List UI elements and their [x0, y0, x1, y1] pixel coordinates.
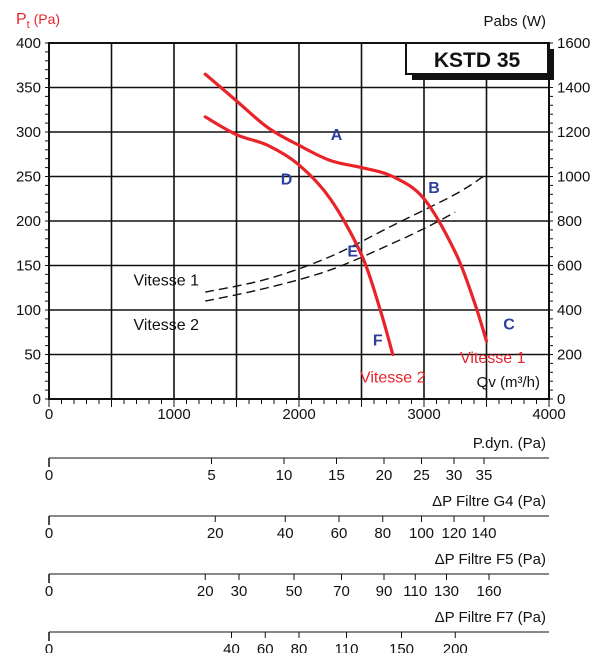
- sub-axis-tick-label: 0: [45, 467, 53, 484]
- labels-layer: A B C D E F Vitesse 1 Vitesse 2 Vitesse 1 Vitesse…: [133, 127, 525, 387]
- x-tick-label: 0: [45, 406, 53, 423]
- sub-axis-tick-label: 30: [446, 467, 463, 484]
- operating-point-label: C: [503, 316, 515, 333]
- y-tick-label: 350: [16, 80, 41, 97]
- sub-axis-label: ΔP Filtre F7 (Pa): [435, 609, 546, 626]
- model-badge-text: KSTD 35: [434, 49, 521, 72]
- operating-point-label: B: [428, 180, 440, 197]
- sub-axis-tick-label: 35: [476, 467, 493, 484]
- sub-axis-tick-label: 130: [434, 583, 459, 600]
- x-axis-title: Qv (m³/h): [477, 374, 540, 391]
- left-axis-label: P: [16, 11, 27, 28]
- sub-axis-tick-label: 0: [45, 583, 53, 600]
- y-tick-label: 0: [33, 391, 41, 408]
- series-layer: [203, 72, 489, 357]
- y-tick-label: 150: [16, 258, 41, 275]
- sub-axes: P.dyn. (Pa) 0 5 10 15 20 25 30 35 ΔP Filtre G4 (P…: [45, 435, 549, 653]
- sub-axis-tick-label: 40: [277, 525, 294, 542]
- operating-point-label: E: [347, 243, 358, 260]
- sub-axis-tick-label: 80: [291, 641, 308, 653]
- sub-axis-tick-label: 90: [376, 583, 393, 600]
- x-tick-label: 2000: [282, 406, 315, 423]
- sub-axis-tick-label: 50: [286, 583, 303, 600]
- y-right-tick-label: 0: [557, 391, 565, 408]
- curve-label: Vitesse 2: [360, 370, 426, 387]
- curve-label: Vitesse 1: [133, 273, 199, 290]
- y-right-tick-label: 800: [557, 213, 582, 230]
- y-tick-label: 100: [16, 302, 41, 319]
- y-tick-label: 50: [24, 347, 41, 364]
- sub-axis-tick-label: 30: [231, 583, 248, 600]
- sub-axis-tick-label: 140: [471, 525, 496, 542]
- left-axis-subscript: t: [27, 19, 30, 31]
- y-right-tick-label: 400: [557, 302, 582, 319]
- sub-axis-tick-label: 110: [403, 583, 427, 600]
- pressure-curve: [203, 72, 489, 343]
- sub-axis-tick-label: 20: [207, 525, 224, 542]
- sub-axis-tick-label: 20: [197, 583, 214, 600]
- y-tick-label: 400: [16, 35, 41, 52]
- x-tick-label: 1000: [157, 406, 190, 423]
- sub-axis-tick-label: 110: [335, 641, 359, 653]
- model-badge: KSTD 35: [405, 42, 554, 80]
- sub-axis-tick-label: 60: [257, 641, 274, 653]
- sub-axis-tick-label: 15: [328, 467, 345, 484]
- operating-point-label: A: [331, 127, 343, 144]
- left-axis-title: Pt (Pa): [16, 11, 60, 31]
- sub-axis-tick-label: 40: [223, 641, 240, 653]
- sub-axis-label: ΔP Filtre G4 (Pa): [432, 493, 546, 510]
- grid: [48, 42, 550, 400]
- pressure-curve: [203, 115, 395, 357]
- power-curve: [205, 211, 456, 302]
- sub-axis-tick-label: 80: [374, 525, 391, 542]
- y-right-tick-label: 1400: [557, 80, 590, 97]
- power-curve: [205, 173, 487, 293]
- sub-axis-label: P.dyn. (Pa): [473, 435, 546, 452]
- y-tick-label: 200: [16, 213, 41, 230]
- sub-axis-label: ΔP Filtre F5 (Pa): [435, 551, 546, 568]
- y-right-tick-label: 1600: [557, 35, 590, 52]
- sub-axis-tick-label: 200: [443, 641, 468, 653]
- operating-point-label: F: [373, 332, 383, 349]
- sub-axis-tick-label: 5: [207, 467, 215, 484]
- left-axis-unit: (Pa): [30, 11, 60, 27]
- sub-axis-tick-label: 150: [389, 641, 414, 653]
- y-right-tick-label: 1200: [557, 124, 590, 141]
- y-right-tick-label: 1000: [557, 169, 590, 186]
- x-tick-label: 4000: [532, 406, 565, 423]
- axes: 0 1000 2000 3000 400005010015020025030035040…: [16, 35, 590, 423]
- sub-axis-tick-label: 20: [376, 467, 393, 484]
- sub-axis-tick-label: 0: [45, 641, 53, 653]
- right-axis-title: Pabs (W): [483, 13, 546, 30]
- curve-label: Vitesse 1: [460, 350, 526, 367]
- y-tick-label: 250: [16, 169, 41, 186]
- y-right-tick-label: 600: [557, 258, 582, 275]
- sub-axis-tick-label: 70: [333, 583, 350, 600]
- sub-axis-tick-label: 25: [413, 467, 430, 484]
- sub-axis-tick-label: 60: [331, 525, 348, 542]
- x-tick-label: 3000: [407, 406, 440, 423]
- y-right-tick-label: 200: [557, 347, 582, 364]
- operating-point-label: D: [281, 171, 293, 188]
- curve-label: Vitesse 2: [133, 317, 199, 334]
- sub-axis-tick-label: 0: [45, 525, 53, 542]
- sub-axis-tick-label: 10: [276, 467, 293, 484]
- sub-axis-tick-label: 120: [441, 525, 466, 542]
- y-tick-label: 300: [16, 124, 41, 141]
- sub-axis-tick-label: 100: [409, 525, 434, 542]
- sub-axis-tick-label: 160: [476, 583, 501, 600]
